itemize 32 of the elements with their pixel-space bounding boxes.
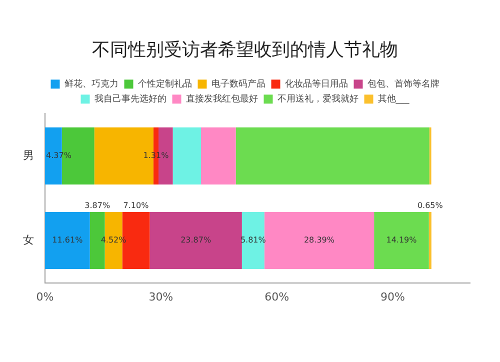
x-tick-label: 0%	[36, 290, 54, 304]
legend-label: 我自己事先选好的	[94, 93, 166, 104]
x-tick-label: 60%	[264, 290, 290, 304]
bar	[428, 212, 432, 270]
x-tick-label: 30%	[148, 290, 174, 304]
legend-label: 不用送礼，爱我就好	[277, 93, 358, 104]
legend-label: 鲜花、巧克力	[64, 78, 118, 90]
bar	[236, 127, 430, 184]
legend-label: 化妆品等日用品	[284, 78, 348, 90]
data-label: 1.31%	[143, 150, 170, 160]
data-label: 14.19%	[386, 236, 418, 245]
x-tick-label: 90%	[380, 290, 405, 304]
bar	[45, 212, 90, 270]
bar	[264, 212, 374, 270]
data-label: 3.87%	[84, 201, 110, 210]
data-label: 11.61%	[52, 236, 84, 245]
bar	[172, 127, 202, 184]
chart-title: 不同性别受访者希望收到的情人节礼物	[92, 39, 398, 60]
bar	[150, 212, 242, 270]
data-label: 28.39%	[304, 236, 335, 245]
legend-label: 其他___	[378, 93, 410, 104]
legend-label: 包包、首饰等名牌	[367, 78, 440, 90]
data-label: 7.10%	[123, 201, 150, 210]
data-label: 23.87%	[180, 236, 212, 245]
bar	[201, 127, 236, 184]
data-label: 0.65%	[417, 201, 444, 210]
legend-label: 直接发我红包最好	[186, 93, 258, 104]
bar	[374, 212, 429, 270]
legend-label: 电子数码产品	[211, 78, 266, 90]
legend-label: 个性定制礼品	[138, 78, 192, 90]
y-tick-label: 男	[23, 148, 34, 162]
y-tick-label: 女	[23, 233, 34, 246]
